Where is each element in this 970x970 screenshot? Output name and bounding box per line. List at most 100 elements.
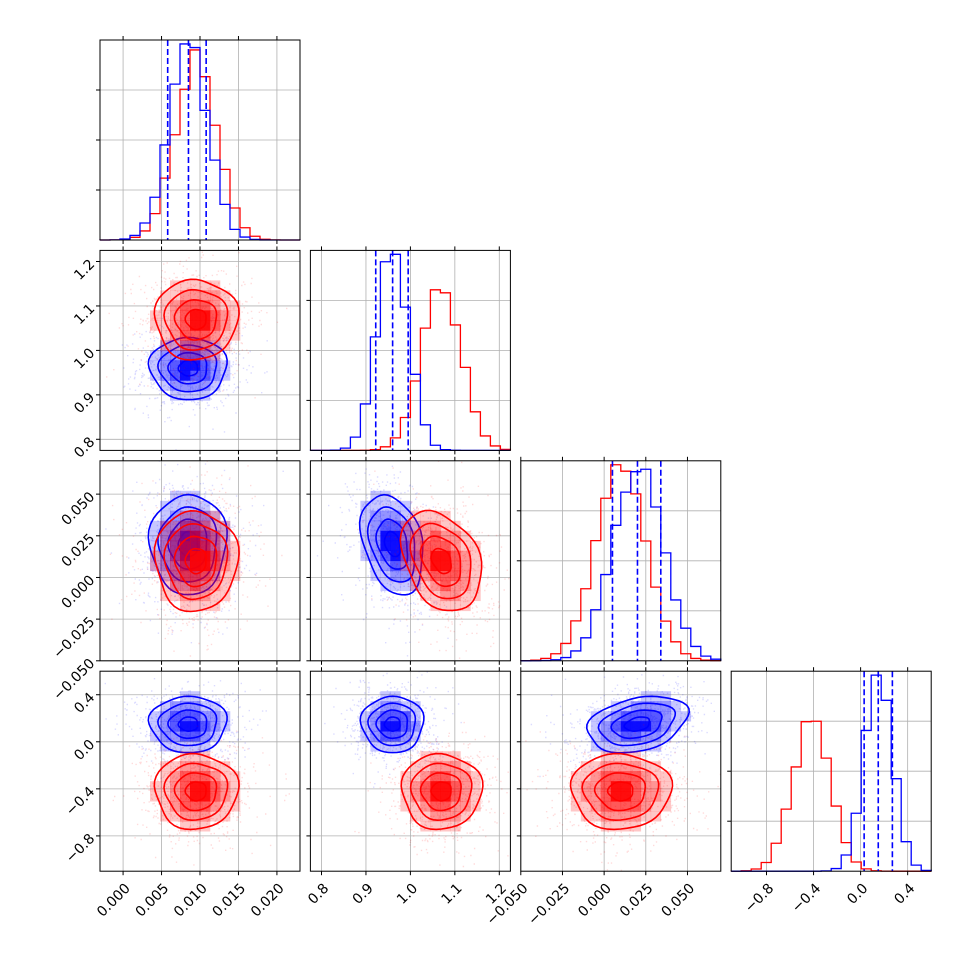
density-cell xyxy=(570,771,582,782)
density-cell xyxy=(610,781,622,792)
scatter-panel-3-0 xyxy=(104,678,290,866)
density-cell xyxy=(150,711,161,722)
density-cell xyxy=(210,530,221,542)
density-cell xyxy=(190,280,201,291)
contour-line xyxy=(430,547,452,575)
density-cell xyxy=(470,540,481,552)
density-cell xyxy=(220,370,231,381)
contour-line xyxy=(399,509,483,612)
density-cell xyxy=(610,761,622,772)
ticks-3-0 xyxy=(96,667,301,876)
density-cell xyxy=(220,330,231,341)
density-cell xyxy=(630,781,642,792)
density-cell xyxy=(210,380,221,391)
scatter-panel-2-0 xyxy=(105,460,284,657)
ticks-3-1 xyxy=(306,667,511,876)
density-cell xyxy=(180,340,191,351)
density-cell xyxy=(170,500,181,512)
density-cell xyxy=(400,580,411,592)
density-cell xyxy=(410,781,421,792)
density-cell xyxy=(640,711,652,722)
density-cell xyxy=(590,761,602,772)
density-cell xyxy=(460,590,471,602)
density-cell xyxy=(460,600,471,612)
density-cell xyxy=(160,530,171,542)
x-tick-label: 1.0 xyxy=(394,881,421,908)
density-cell xyxy=(610,801,622,812)
density-cell xyxy=(410,550,421,562)
density-cell xyxy=(430,520,441,532)
panel-content xyxy=(105,460,284,657)
density-cell xyxy=(420,510,431,522)
contour-line xyxy=(366,506,416,583)
density-cell xyxy=(410,731,421,742)
x-tick-label: 0.000 xyxy=(94,881,134,921)
density-cell xyxy=(220,360,231,371)
density-cell xyxy=(390,721,401,732)
density-cell xyxy=(380,520,391,532)
density-cell xyxy=(650,801,662,812)
density-cell xyxy=(600,721,612,732)
density-cell xyxy=(170,390,181,401)
density-cell xyxy=(640,741,652,752)
density-cell xyxy=(600,821,612,832)
density-cell xyxy=(580,781,592,792)
density-cell xyxy=(420,530,431,542)
density-cell xyxy=(200,280,211,291)
density-cell xyxy=(200,731,211,742)
density-cell xyxy=(190,390,201,401)
density-cell xyxy=(200,530,211,542)
density-cell xyxy=(160,550,171,562)
density-cell xyxy=(470,771,481,782)
density-cell xyxy=(610,791,622,802)
y-tick-label: −0.025 xyxy=(50,614,98,662)
density-cell xyxy=(200,380,211,391)
density-cell xyxy=(180,530,191,542)
contour-line xyxy=(147,493,228,596)
density-cell xyxy=(210,350,221,361)
density-cell xyxy=(440,811,451,822)
density-cell xyxy=(190,550,201,562)
density-cell xyxy=(170,570,181,582)
density-cell xyxy=(460,550,471,562)
density-cell xyxy=(430,570,441,582)
density-cell xyxy=(450,791,461,802)
density-cell xyxy=(180,310,191,321)
density-cell xyxy=(180,390,191,401)
density-cell xyxy=(200,580,211,592)
density-cell xyxy=(660,781,672,792)
density-cell xyxy=(420,570,431,582)
density-cell xyxy=(150,791,161,802)
density-cell xyxy=(200,741,211,752)
density-cell xyxy=(200,500,211,512)
density-cell xyxy=(380,560,391,572)
density-cell xyxy=(390,711,401,722)
x-tick-label: 0.015 xyxy=(210,881,250,921)
density-cell xyxy=(430,580,441,592)
density-cell xyxy=(620,761,632,772)
density-cell xyxy=(410,570,421,582)
density-cell xyxy=(470,791,481,802)
density-cell xyxy=(640,801,652,812)
density-cell xyxy=(600,781,612,792)
panel-content xyxy=(316,460,510,659)
density-cell xyxy=(180,300,191,311)
density-cell xyxy=(150,721,161,732)
density-cell xyxy=(610,811,622,822)
y-tick-label: 1.2 xyxy=(71,256,98,283)
density-cell xyxy=(430,540,441,552)
density-cell xyxy=(440,801,451,812)
panel-frame xyxy=(520,460,722,662)
density-cell xyxy=(380,490,391,502)
density-cell xyxy=(190,791,201,802)
density-cell xyxy=(190,711,201,722)
density-cell xyxy=(630,731,642,742)
density-cell xyxy=(420,791,431,802)
y-tick-label: 0.000 xyxy=(59,572,99,612)
density-cell xyxy=(200,530,211,542)
density-cell xyxy=(440,510,451,522)
density-cell xyxy=(150,360,161,371)
y-tick-label: 0.9 xyxy=(71,390,98,417)
density-cell xyxy=(650,781,662,792)
